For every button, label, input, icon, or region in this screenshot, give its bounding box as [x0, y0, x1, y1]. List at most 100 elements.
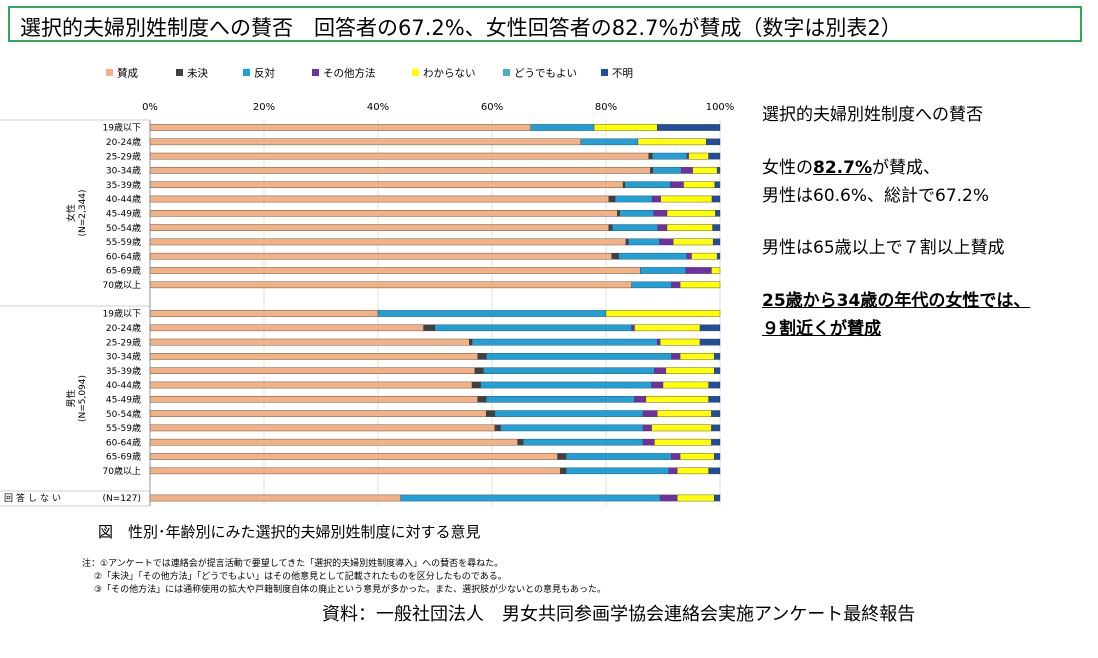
- bar-segment: [523, 438, 644, 446]
- bar-segment: [642, 438, 655, 446]
- bar-segment: [494, 410, 644, 417]
- bar-segment: [659, 338, 701, 346]
- bar-segment: [149, 238, 627, 246]
- bar-segment: [712, 238, 721, 246]
- bar-segment: [631, 324, 635, 332]
- bar-segment: [706, 138, 721, 146]
- bar-segment: [699, 324, 721, 332]
- bar-segment: [648, 152, 653, 160]
- row-label: 70歳以上: [103, 465, 141, 477]
- bar-segment: [605, 310, 721, 317]
- bar-segment: [149, 152, 649, 160]
- bar-segment: [149, 209, 618, 217]
- bar-segment: [715, 209, 721, 217]
- bar-segment: [712, 224, 721, 231]
- bar-segment: [711, 195, 721, 203]
- bar-segment: [469, 338, 473, 346]
- x-tick-label: 60%: [481, 102, 503, 113]
- bar-segment: [149, 424, 496, 432]
- bar-segment: [611, 252, 619, 260]
- legend-label: 不明: [612, 68, 633, 80]
- side-line-women-post: が賛成、: [871, 158, 940, 178]
- bar-segment: [580, 138, 639, 146]
- bar-segment: [149, 310, 379, 317]
- bar-segment: [608, 224, 613, 231]
- bar-segment: [708, 396, 721, 403]
- side-line-women: 女性の82.7%が賛成、: [762, 153, 940, 178]
- bar-segment: [614, 195, 653, 203]
- bar-segment: [149, 267, 641, 274]
- bar-segment: [679, 453, 715, 460]
- side-line-25-34-b: ９割近くが賛成: [762, 319, 881, 339]
- bar-segment: [677, 467, 709, 475]
- bar-segment: [618, 252, 688, 260]
- bar-segment: [650, 167, 653, 174]
- legend-label: 賛成: [117, 67, 138, 80]
- bar-segment: [149, 467, 561, 475]
- bar-segment: [608, 195, 616, 203]
- group-label: 男性(N=5,094): [65, 375, 88, 422]
- row-label: 20-24歳: [106, 136, 141, 148]
- bar-segment: [474, 367, 484, 375]
- bar-segment: [471, 338, 658, 346]
- row-label: 35-39歳: [106, 179, 141, 191]
- bar-segment: [149, 124, 531, 131]
- bar-segment: [708, 467, 721, 475]
- bar-segment: [652, 167, 682, 174]
- bar-segment: [716, 252, 721, 260]
- side-line-25-34-a: 25歳から34歳の年代の女性では、: [762, 291, 1031, 311]
- bar-segment: [619, 209, 655, 217]
- bar-segment: [149, 410, 487, 417]
- side-line-women-pre: 女性の: [762, 158, 813, 178]
- bar-segment: [671, 281, 681, 289]
- bar-segment: [483, 367, 655, 375]
- bar-segment: [622, 181, 626, 188]
- legend-label: わからない: [423, 68, 476, 80]
- bar-segment: [631, 281, 672, 289]
- bar-segment: [149, 224, 610, 231]
- notes: 注：①アンケートでは連絡会が提言活動で要望してきた「選択的夫婦別姓制度導入」への…: [82, 558, 606, 597]
- bar-segment: [659, 494, 678, 502]
- bar-segment: [657, 338, 661, 346]
- bar-segment: [471, 381, 481, 389]
- bar-segment: [714, 181, 721, 188]
- row-label: 40-44歳: [106, 379, 141, 391]
- figure-caption: 図 性別･年齢別にみた選択的夫婦別姓制度に対する意見: [98, 523, 481, 541]
- bar-segment: [651, 424, 712, 432]
- bar-segment: [708, 381, 721, 389]
- bar-segment: [671, 453, 681, 460]
- bar-segment: [640, 267, 687, 274]
- bar-segment: [679, 281, 721, 289]
- row-label: 60-64歳: [106, 250, 141, 262]
- bar-segment: [477, 353, 487, 360]
- bar-segment: [642, 410, 658, 417]
- bar-segment: [149, 281, 632, 289]
- row-label: 45-49歳: [106, 208, 141, 220]
- bar-segment: [651, 195, 661, 203]
- bar-segment: [711, 424, 721, 432]
- bar-segment: [645, 396, 709, 403]
- bar-segment: [149, 381, 473, 389]
- row-label: 19歳以下: [103, 308, 141, 320]
- page-title: 選択的夫婦別姓制度への賛否 回答者の67.2%、女性回答者の82.7%が賛成（数…: [20, 16, 902, 40]
- row-label: 40-44歳: [106, 193, 141, 205]
- bar-segment: [679, 353, 715, 360]
- row-label: 70歳以上: [103, 279, 141, 291]
- legend-label: 未決: [187, 68, 208, 80]
- legend-swatch: [243, 69, 250, 76]
- bar-segment: [149, 195, 610, 203]
- group-n: (N=5,094): [78, 375, 88, 422]
- bar-segment: [423, 324, 436, 332]
- bar-segment: [530, 124, 595, 131]
- bar-segment: [666, 209, 716, 217]
- bar-segment: [686, 252, 692, 260]
- bar-segment: [149, 353, 478, 360]
- bar-segment: [617, 209, 620, 217]
- bar-segment: [612, 224, 659, 231]
- note-2: ②「未決」「その他方法」「どうでもよい」はその他意見として記載されたものを区分し…: [94, 572, 507, 582]
- bar-segment: [714, 494, 721, 502]
- x-tick-label: 40%: [367, 102, 389, 113]
- bar-segment: [657, 410, 712, 417]
- row-label: 45-49歳: [106, 394, 141, 406]
- bar-segment: [686, 152, 689, 160]
